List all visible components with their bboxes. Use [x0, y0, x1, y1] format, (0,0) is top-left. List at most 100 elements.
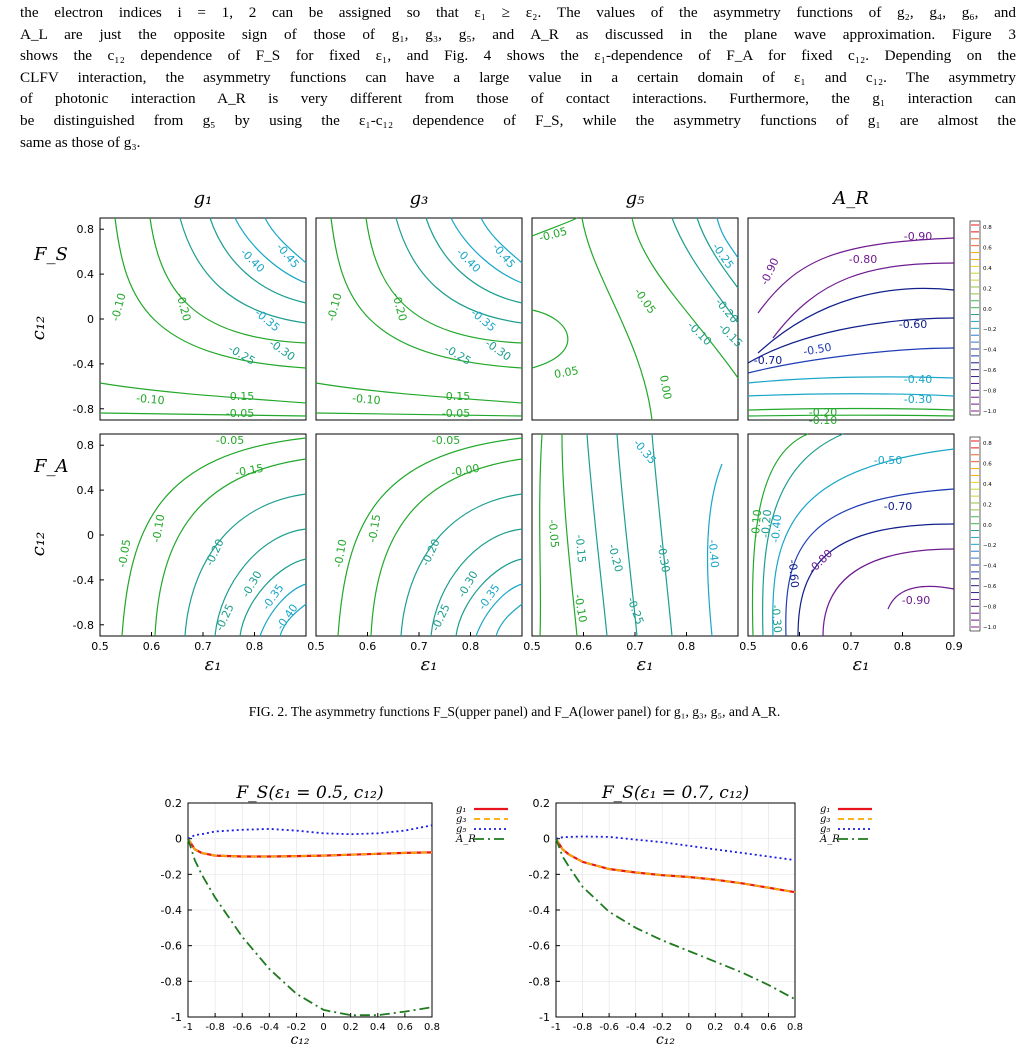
x-tick-label: 0.8	[678, 640, 696, 653]
contour-label: -0.30	[769, 604, 784, 633]
contour-line	[99, 412, 307, 417]
x-tick-label: 0.7	[410, 640, 428, 653]
contour-line	[450, 217, 523, 284]
x-tick-label: 0.7	[194, 640, 212, 653]
x-tick-label: 0.8	[894, 640, 912, 653]
contour-label: -0.15	[366, 513, 384, 543]
contour-label: -0.40	[769, 514, 784, 543]
contour-label: -0.15	[234, 462, 264, 480]
column-title: g₃	[410, 188, 429, 209]
y-tick-label: -0.4	[161, 904, 182, 917]
contour-line	[631, 217, 739, 379]
paragraph-line: of photonic interaction A_R is very diff…	[20, 90, 1016, 108]
x-tick-label: -1	[551, 1022, 561, 1033]
series-line-AR	[187, 838, 433, 1017]
colorbar-tick-label: 0.6	[983, 245, 992, 251]
colorbar-tick-label: −0.2	[983, 327, 996, 333]
contour-label: -0.50	[874, 454, 902, 467]
contour-line	[475, 583, 523, 637]
y-tick-label: -0.8	[73, 403, 94, 416]
legend-label: g₅	[456, 824, 466, 835]
x-tick-label: 0.8	[462, 640, 480, 653]
contour-line	[239, 558, 307, 637]
plot-frame	[99, 433, 307, 637]
contour-line	[772, 448, 955, 637]
x-tick-label: -0.2	[287, 1022, 307, 1033]
y-tick-label: 0.4	[77, 268, 95, 281]
y-tick-label: 0	[175, 833, 182, 846]
legend-label: g₁	[456, 804, 466, 815]
contour-label: -0.10	[352, 392, 381, 407]
contour-line	[785, 488, 955, 637]
contour-line	[99, 382, 307, 404]
contour-line	[747, 347, 955, 374]
x-tick-label: 0.6	[359, 640, 377, 653]
x-tick-label: 0.8	[424, 1022, 440, 1033]
paragraph-line: CLFV interaction, the asymmetry function…	[20, 68, 1016, 86]
figure-2-contour-grid: g₁ g₃ g₅ A_R F_S F_A c₁₂ c₁₂ ε₁ ε₁ ε₁ ε₁ 0.8 0.4 0 -0.4…	[28, 188, 997, 675]
x-tick-label: 0.9	[945, 640, 963, 653]
contour-line	[887, 585, 955, 610]
column-title: g₁	[194, 188, 213, 209]
contour-line	[747, 376, 955, 384]
y-tick-label: -0.4	[73, 358, 94, 371]
colorbar-tick-label: 0.4	[983, 482, 992, 488]
series-line-g3	[187, 838, 433, 858]
y-tick-label: -0.8	[73, 619, 94, 632]
contour-label: -0.05	[116, 538, 134, 568]
x-tick-label: 0.5	[739, 640, 757, 653]
contour-line	[747, 393, 955, 397]
x-axis-label: ε₁	[853, 654, 870, 675]
contour-line	[315, 382, 523, 404]
x-tick-label: 0.7	[626, 640, 644, 653]
y-tick-label: 0.2	[165, 797, 183, 810]
paragraph-line: be distinguished from g₅ by using the ε₁…	[20, 111, 1016, 129]
contour-line	[430, 528, 523, 637]
x-tick-label: 0.6	[760, 1022, 776, 1033]
x-tick-label: -0.4	[626, 1022, 646, 1033]
contour-label: 0.00	[657, 374, 674, 400]
colorbar-tick-label: 0.8	[983, 441, 992, 447]
legend-label: g₅	[820, 824, 830, 835]
contour-line	[531, 309, 569, 369]
contour-line	[751, 433, 809, 637]
figure-3-line-charts: F_S(ε₁ = 0.5, c₁₂) 0.2 0 -0.2 -0.4 -0.6 -0.8 -1…	[161, 783, 872, 1048]
colorbar-tick-label: −0.8	[983, 389, 997, 395]
colorbar-tick-label: 0.4	[983, 266, 992, 272]
y-tick-label: -0.2	[529, 868, 550, 881]
contour-line	[259, 583, 307, 637]
contour-line	[209, 217, 307, 304]
contour-label: -0.05	[226, 407, 254, 420]
contour-line	[671, 217, 739, 324]
colorbar-tick-label: −0.6	[983, 368, 997, 374]
chart-title: F_S(ε₁ = 0.7, c₁₂)	[601, 783, 749, 803]
x-tick-label: 0	[320, 1022, 326, 1033]
contour-label: -0.10	[749, 509, 764, 538]
y-tick-label: 0	[543, 833, 550, 846]
chart-title: F_S(ε₁ = 0.5, c₁₂)	[235, 783, 383, 803]
x-tick-label: -0.2	[652, 1022, 672, 1033]
column-title: A_R	[831, 188, 869, 209]
y-tick-label: -0.4	[529, 904, 550, 917]
y-tick-label: 0.2	[533, 797, 551, 810]
contour-label: -0.60	[899, 318, 927, 331]
contour-label: -0.20	[809, 406, 837, 419]
contour-label: -0.05	[216, 434, 244, 447]
contour-line	[586, 433, 608, 637]
contour-line	[425, 217, 523, 304]
contour-line	[616, 433, 638, 637]
x-tick-label: 0.6	[397, 1022, 413, 1033]
paragraph-line: A_L are just the opposite sign of those …	[20, 25, 1016, 43]
legend-label: g₃	[456, 814, 466, 825]
colorbar-tick-label: −1.0	[983, 625, 997, 631]
x-axis-label: c₁₂	[290, 1032, 309, 1048]
contour-label: -0.10	[572, 593, 590, 623]
colorbar-tick-label: −0.4	[983, 564, 997, 570]
plot-frame	[315, 433, 523, 637]
x-tick-label: 0.4	[734, 1022, 750, 1033]
contour-line	[121, 437, 307, 637]
contour-line	[822, 548, 955, 637]
x-tick-label: 0.6	[575, 640, 593, 653]
contour-label: -0.10	[136, 392, 165, 407]
contour-label: -0.70	[754, 354, 782, 367]
